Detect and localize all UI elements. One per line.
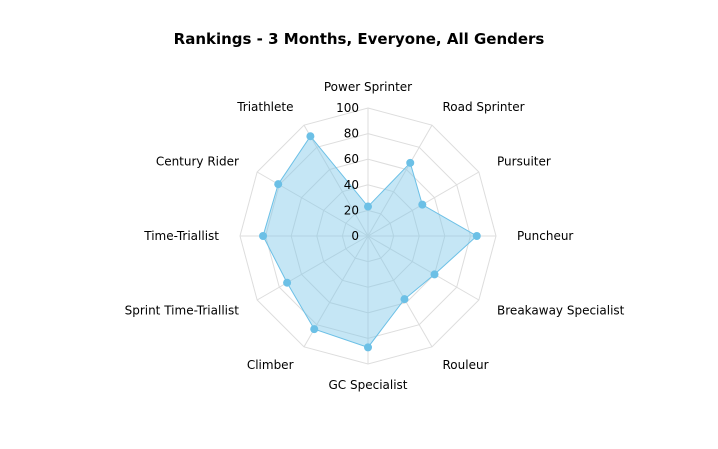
category-label-puncheur: Puncheur [517, 229, 573, 243]
category-label-time-triallist: Time-Triallist [143, 229, 219, 243]
category-label-century-rider: Century Rider [156, 155, 239, 169]
data-point-road-sprinter[interactable] [406, 158, 415, 167]
category-label-triathlete: Triathlete [236, 100, 293, 114]
series-area [262, 135, 478, 348]
data-point-breakaway-specialist[interactable] [430, 270, 439, 279]
category-labels: Power Sprinter Road Sprinter Pursuiter Punc… [125, 80, 625, 392]
category-label-climber: Climber [247, 358, 294, 372]
data-point-climber[interactable] [310, 325, 319, 334]
radial-tick-label: 0 [351, 229, 359, 243]
grid-spoke [367, 235, 433, 348]
chart-title: Rankings - 3 Months, Everyone, All Gende… [173, 30, 545, 48]
data-point-triathlete[interactable] [306, 132, 315, 141]
radial-tick-label: 40 [344, 178, 359, 192]
data-point-century-rider[interactable] [274, 180, 283, 189]
grid-spoke [367, 235, 480, 301]
radar-series [259, 132, 481, 352]
category-label-road-sprinter: Road Sprinter [443, 100, 525, 114]
data-point-rouleur[interactable] [400, 295, 409, 304]
category-label-breakaway-specialist: Breakaway Specialist [497, 304, 625, 318]
grid-spoke [367, 124, 433, 237]
data-point-puncheur[interactable] [472, 232, 481, 240]
category-label-gc-specialist: GC Specialist [328, 378, 407, 392]
radial-tick-label: 60 [344, 152, 359, 166]
data-point-power-sprinter[interactable] [364, 202, 372, 211]
radial-tick-label: 100 [336, 101, 359, 115]
radial-tick-label: 80 [344, 127, 359, 141]
data-point-sprint-time-triallist[interactable] [283, 278, 292, 287]
radial-tick-label: 20 [344, 203, 359, 217]
grid-spoke [303, 124, 369, 237]
category-label-pursuiter: Pursuiter [497, 155, 551, 169]
radial-tick-labels: 0 20 40 60 80 100 [336, 101, 359, 243]
category-label-power-sprinter: Power Sprinter [324, 80, 412, 94]
category-label-rouleur: Rouleur [443, 358, 489, 372]
data-point-time-triallist[interactable] [259, 232, 268, 240]
data-point-pursuiter[interactable] [418, 200, 427, 209]
data-point-gc-specialist[interactable] [364, 343, 372, 352]
grid-spoke [256, 235, 369, 301]
category-label-sprint-time-triallist: Sprint Time-Triallist [125, 304, 240, 318]
